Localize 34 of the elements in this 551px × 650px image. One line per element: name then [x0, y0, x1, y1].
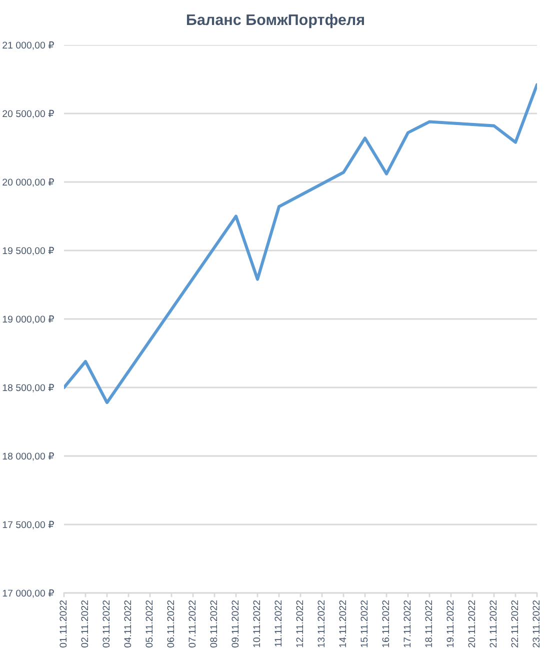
- x-tick-label: 16.11.2022: [382, 600, 390, 648]
- x-tick-label: 22.11.2022: [511, 600, 518, 648]
- y-tick-label: 19 000,00 ₽: [2, 315, 54, 324]
- x-tick-label: 06.11.2022: [167, 600, 174, 648]
- x-tick-label: 21.11.2022: [490, 600, 497, 648]
- x-tick-label: 17.11.2022: [404, 600, 411, 648]
- y-tick-label: 18 000,00 ₽: [2, 452, 54, 461]
- x-tick-label: 15.11.2022: [360, 600, 368, 648]
- y-tick-label: 20 500,00 ₽: [2, 110, 54, 118]
- x-tick-label: 20.11.2022: [468, 600, 476, 648]
- y-tick-label: 18 500,00 ₽: [2, 384, 54, 392]
- x-tick-label: 12.11.2022: [296, 600, 304, 648]
- x-tick-label: 14.11.2022: [339, 600, 346, 648]
- x-tick-label: 02.11.2022: [81, 600, 88, 648]
- y-tick-label: 21 000,00 ₽: [2, 41, 54, 50]
- x-tick-label: 03.11.2022: [102, 600, 110, 648]
- x-tick-label: 23.11.2022: [532, 600, 540, 648]
- x-tick-label: 01.11.2022: [60, 600, 67, 648]
- x-tick-label: 07.11.2022: [188, 600, 196, 648]
- chart-title: Баланс БомжПортфеля: [186, 14, 364, 28]
- x-tick-label: 05.11.2022: [146, 600, 153, 648]
- y-tick-label: 17 000,00 ₽: [2, 589, 54, 598]
- x-tick-label: 13.11.2022: [318, 600, 325, 648]
- y-tick-label: 20 000,00 ₽: [2, 178, 54, 187]
- y-tick-label: 19 500,00 ₽: [2, 246, 54, 256]
- x-tick-label: 11.11.2022: [274, 600, 282, 646]
- x-tick-label: 19.11.2022: [446, 600, 454, 648]
- x-tick-label: 18.11.2022: [425, 600, 432, 648]
- x-tick-label: 10.11.2022: [253, 600, 260, 648]
- x-tick-label: 08.11.2022: [210, 600, 218, 648]
- x-tick-label: 04.11.2022: [124, 600, 132, 648]
- x-tick-label: 09.11.2022: [232, 600, 239, 648]
- line-series: [64, 83, 537, 404]
- y-tick-label: 17 500,00 ₽: [2, 520, 54, 530]
